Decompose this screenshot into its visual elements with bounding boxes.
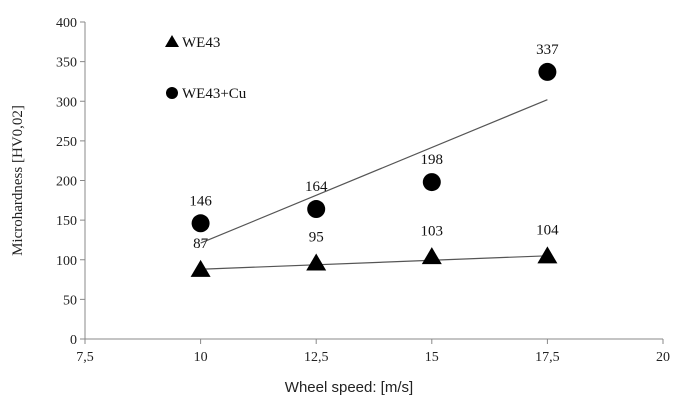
data-point-we43	[190, 259, 211, 277]
trendlines	[200, 99, 548, 270]
legend-marker-we43-cu	[166, 87, 178, 99]
y-tick-label: 200	[56, 175, 77, 190]
data-point-we43	[306, 253, 327, 271]
y-tick-label: 300	[56, 95, 77, 110]
data-point-we43	[537, 246, 558, 264]
trendline-we43	[200, 255, 548, 270]
y-tick-label: 50	[63, 293, 77, 308]
y-tick-label: 100	[56, 254, 77, 269]
x-tick-label: 10	[194, 350, 208, 365]
data-label: 337	[536, 42, 559, 58]
x-tick-label: 17,5	[535, 350, 560, 365]
legend-label-we43-cu: WE43+Cu	[182, 86, 247, 102]
y-axis-title: Microhardness [HV0,02]	[10, 105, 26, 256]
markers	[190, 62, 558, 277]
y-ticks: 0 50 100 150 200 250 300 350 400	[56, 16, 85, 348]
data-point-we43-cu	[191, 214, 210, 233]
x-ticks: 7,5 10 12,5 15 17,5 20	[76, 339, 670, 365]
x-axis-title: Wheel speed: [m/s]	[285, 379, 413, 396]
data-label: 164	[305, 179, 328, 195]
legend-marker-we43	[165, 35, 179, 47]
x-tick-label: 12,5	[304, 350, 329, 365]
trendline-we43-cu	[200, 99, 548, 244]
data-label: 103	[421, 223, 444, 239]
plot-area: 7,5 10 12,5 15 17,5 20 0 50 100 150 200 250 300 350 4…	[56, 16, 670, 365]
x-tick-label: 20	[656, 350, 670, 365]
y-tick-label: 400	[56, 16, 77, 31]
y-tick-label: 150	[56, 214, 77, 229]
y-tick-label: 250	[56, 135, 77, 150]
y-tick-label: 0	[70, 333, 77, 348]
data-point-we43-cu	[422, 173, 441, 192]
y-tick-label: 350	[56, 56, 77, 71]
data-label: 104	[536, 223, 559, 239]
data-point-we43	[421, 247, 442, 265]
data-point-we43-cu	[307, 200, 326, 219]
x-tick-label: 15	[425, 350, 439, 365]
data-point-we43-cu	[538, 62, 557, 81]
data-label: 198	[421, 152, 444, 168]
data-label: 87	[193, 236, 209, 252]
legend-label-we43: WE43	[182, 35, 220, 51]
data-label: 146	[189, 193, 212, 209]
data-label: 95	[309, 230, 324, 246]
x-tick-label: 7,5	[76, 350, 94, 365]
data-labels: 87 95 103 104 146 164 198 337	[189, 42, 559, 252]
legend: WE43 WE43+Cu	[165, 35, 247, 102]
